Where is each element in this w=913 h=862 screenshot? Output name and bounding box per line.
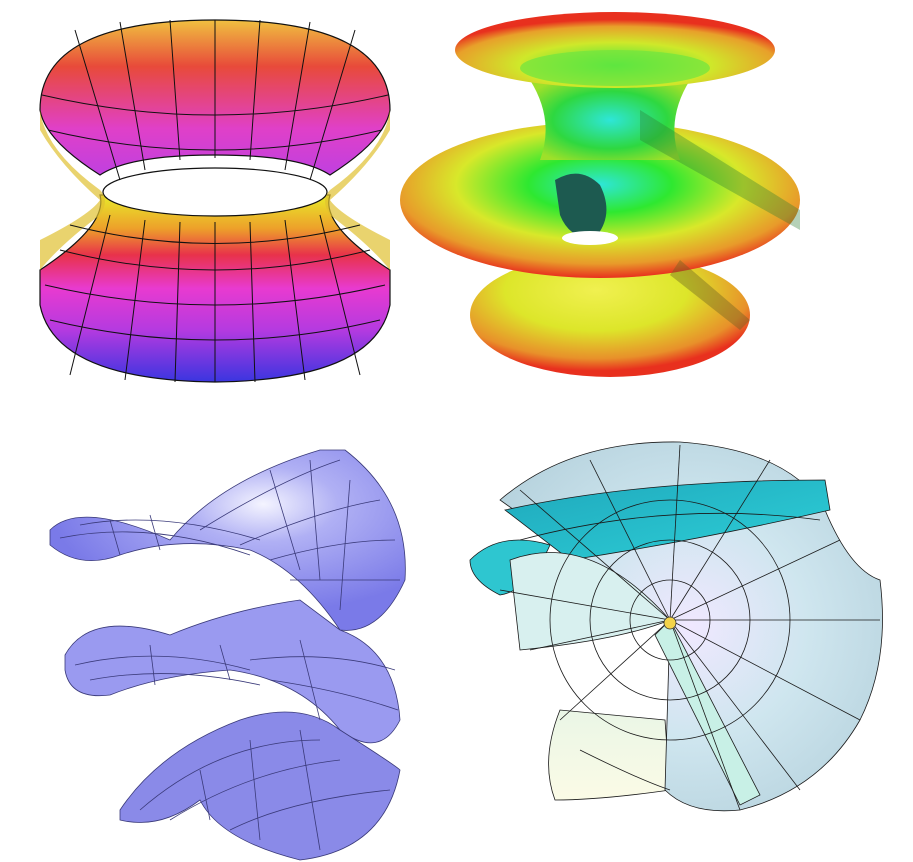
catenoid-grid-lines [41,19,389,383]
helicoid-surface [49,449,406,861]
catenoid-figure [0,0,456,420]
catenoid-surface [39,19,391,383]
henneberg-surface-shape [469,441,883,812]
henneberg-surface-figure [440,420,913,862]
helicoid-figure [0,420,456,862]
costa-surface-shape [400,12,800,377]
surface-center-point [663,616,677,630]
costa-surface-figure [380,0,913,420]
helicoid-grid-lines [59,459,400,851]
henneberg-grid-lines [499,444,880,811]
